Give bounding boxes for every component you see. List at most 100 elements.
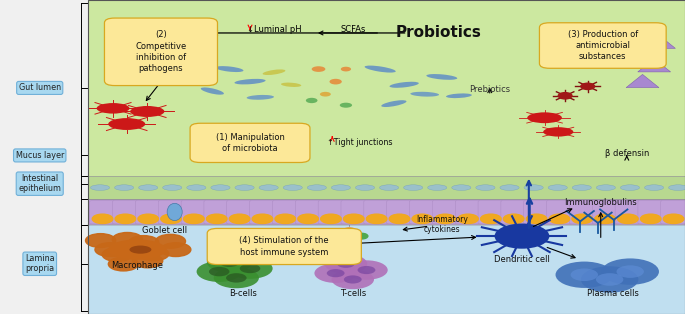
FancyBboxPatch shape — [540, 23, 666, 68]
Circle shape — [526, 214, 547, 224]
Circle shape — [596, 273, 623, 286]
Ellipse shape — [329, 79, 342, 84]
Ellipse shape — [645, 185, 664, 190]
Text: β defensin: β defensin — [605, 149, 649, 158]
Circle shape — [219, 257, 240, 267]
Circle shape — [571, 268, 598, 281]
Ellipse shape — [163, 185, 182, 190]
Circle shape — [345, 260, 388, 280]
Bar — [88, 199, 685, 225]
Circle shape — [412, 214, 433, 224]
Ellipse shape — [621, 185, 640, 190]
Ellipse shape — [427, 185, 447, 190]
Ellipse shape — [114, 185, 134, 190]
FancyBboxPatch shape — [204, 201, 229, 224]
FancyBboxPatch shape — [478, 201, 503, 224]
FancyBboxPatch shape — [136, 201, 160, 224]
Circle shape — [616, 265, 644, 278]
Ellipse shape — [90, 185, 110, 190]
FancyBboxPatch shape — [638, 201, 663, 224]
Ellipse shape — [216, 66, 243, 72]
FancyBboxPatch shape — [341, 201, 366, 224]
Circle shape — [325, 254, 367, 273]
Circle shape — [389, 214, 410, 224]
Ellipse shape — [527, 112, 562, 123]
Ellipse shape — [211, 185, 230, 190]
Circle shape — [214, 268, 259, 288]
FancyBboxPatch shape — [207, 229, 362, 264]
Circle shape — [601, 258, 659, 285]
Circle shape — [337, 260, 355, 268]
Ellipse shape — [187, 185, 206, 190]
Circle shape — [112, 232, 142, 246]
FancyBboxPatch shape — [410, 201, 434, 224]
Circle shape — [640, 214, 661, 224]
Ellipse shape — [167, 203, 182, 220]
Ellipse shape — [446, 94, 472, 98]
Circle shape — [581, 83, 595, 89]
FancyBboxPatch shape — [569, 201, 595, 224]
Ellipse shape — [332, 185, 351, 190]
FancyBboxPatch shape — [456, 201, 480, 224]
Ellipse shape — [379, 185, 399, 190]
Circle shape — [618, 214, 638, 224]
Circle shape — [595, 214, 615, 224]
Ellipse shape — [340, 103, 352, 108]
Circle shape — [356, 233, 368, 239]
Circle shape — [663, 214, 684, 224]
Text: ↓Luminal pH: ↓Luminal pH — [247, 25, 301, 34]
FancyBboxPatch shape — [547, 201, 571, 224]
Circle shape — [275, 214, 295, 224]
Ellipse shape — [410, 92, 439, 97]
Text: Intestinal
epithelium: Intestinal epithelium — [18, 174, 61, 193]
Bar — [88, 0, 685, 314]
Circle shape — [197, 261, 242, 282]
Circle shape — [95, 243, 125, 257]
Circle shape — [209, 267, 229, 276]
FancyBboxPatch shape — [181, 201, 206, 224]
Circle shape — [458, 214, 478, 224]
Text: Lamina
propria: Lamina propria — [25, 254, 55, 273]
Text: (3) Production of
antimicrobial
substances: (3) Production of antimicrobial substanc… — [568, 30, 638, 62]
FancyBboxPatch shape — [158, 201, 183, 224]
FancyBboxPatch shape — [432, 201, 458, 224]
Circle shape — [92, 214, 113, 224]
FancyBboxPatch shape — [318, 201, 343, 224]
Ellipse shape — [403, 185, 423, 190]
Ellipse shape — [235, 185, 254, 190]
Text: Mucus layer: Mucus layer — [16, 151, 64, 160]
Circle shape — [558, 93, 572, 99]
Bar — [88, 225, 685, 314]
Ellipse shape — [500, 185, 519, 190]
Ellipse shape — [356, 185, 375, 190]
Ellipse shape — [524, 185, 543, 190]
FancyBboxPatch shape — [501, 201, 526, 224]
Circle shape — [314, 263, 357, 283]
Circle shape — [503, 214, 524, 224]
Circle shape — [581, 266, 638, 293]
Circle shape — [358, 266, 375, 274]
Ellipse shape — [669, 185, 685, 190]
Ellipse shape — [129, 246, 151, 254]
Circle shape — [161, 243, 191, 257]
Text: ↑Tight junctions: ↑Tight junctions — [327, 138, 393, 147]
Circle shape — [108, 257, 138, 271]
Bar — [0, 0, 88, 314]
Circle shape — [366, 214, 387, 224]
Circle shape — [572, 214, 593, 224]
FancyBboxPatch shape — [273, 201, 297, 224]
FancyBboxPatch shape — [661, 201, 685, 224]
Circle shape — [435, 214, 456, 224]
Circle shape — [102, 248, 132, 262]
Circle shape — [155, 234, 186, 248]
Circle shape — [240, 264, 260, 273]
Ellipse shape — [320, 92, 331, 97]
Text: Inflammatory
cytokines: Inflammatory cytokines — [416, 215, 468, 234]
Text: SCFAs: SCFAs — [340, 25, 366, 34]
FancyBboxPatch shape — [364, 201, 388, 224]
Ellipse shape — [307, 185, 326, 190]
Text: Macrophage: Macrophage — [111, 261, 163, 270]
Circle shape — [327, 269, 345, 277]
Circle shape — [343, 228, 356, 234]
Circle shape — [343, 214, 364, 224]
